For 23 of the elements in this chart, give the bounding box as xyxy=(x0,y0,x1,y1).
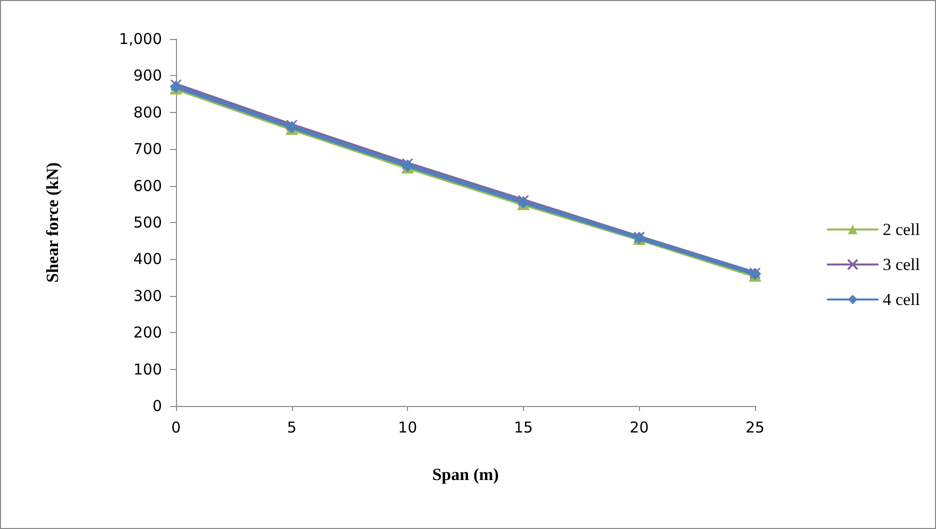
y-tick-label: 1,000 xyxy=(119,30,162,48)
y-tick-label: 600 xyxy=(133,176,162,195)
y-tick-label: 400 xyxy=(133,250,162,268)
x-tick-label: 5 xyxy=(287,418,297,436)
y-tick-label: 900 xyxy=(133,66,162,85)
legend-label: 4 cell xyxy=(882,290,920,309)
x-tick-label: 25 xyxy=(745,418,765,436)
legend-label: 3 cell xyxy=(882,255,920,274)
legend-label: 2 cell xyxy=(882,220,920,239)
y-tick-label: 500 xyxy=(133,214,162,232)
x-tick-label: 15 xyxy=(514,418,533,436)
y-tick-label: 800 xyxy=(133,103,162,122)
y-tick-label: 700 xyxy=(133,140,162,158)
x-tick-label: 20 xyxy=(630,418,649,436)
y-tick-label: 100 xyxy=(133,360,162,378)
y-tick-label: 0 xyxy=(152,397,162,415)
y-tick-label: 300 xyxy=(133,286,162,305)
x-tick-label: 10 xyxy=(398,418,418,436)
x-axis-title: Span (m) xyxy=(432,465,499,484)
y-tick-label: 200 xyxy=(133,324,162,342)
y-axis-title: Shear force (kN) xyxy=(43,162,62,283)
x-tick-label: 0 xyxy=(171,418,181,436)
point xyxy=(286,119,298,131)
